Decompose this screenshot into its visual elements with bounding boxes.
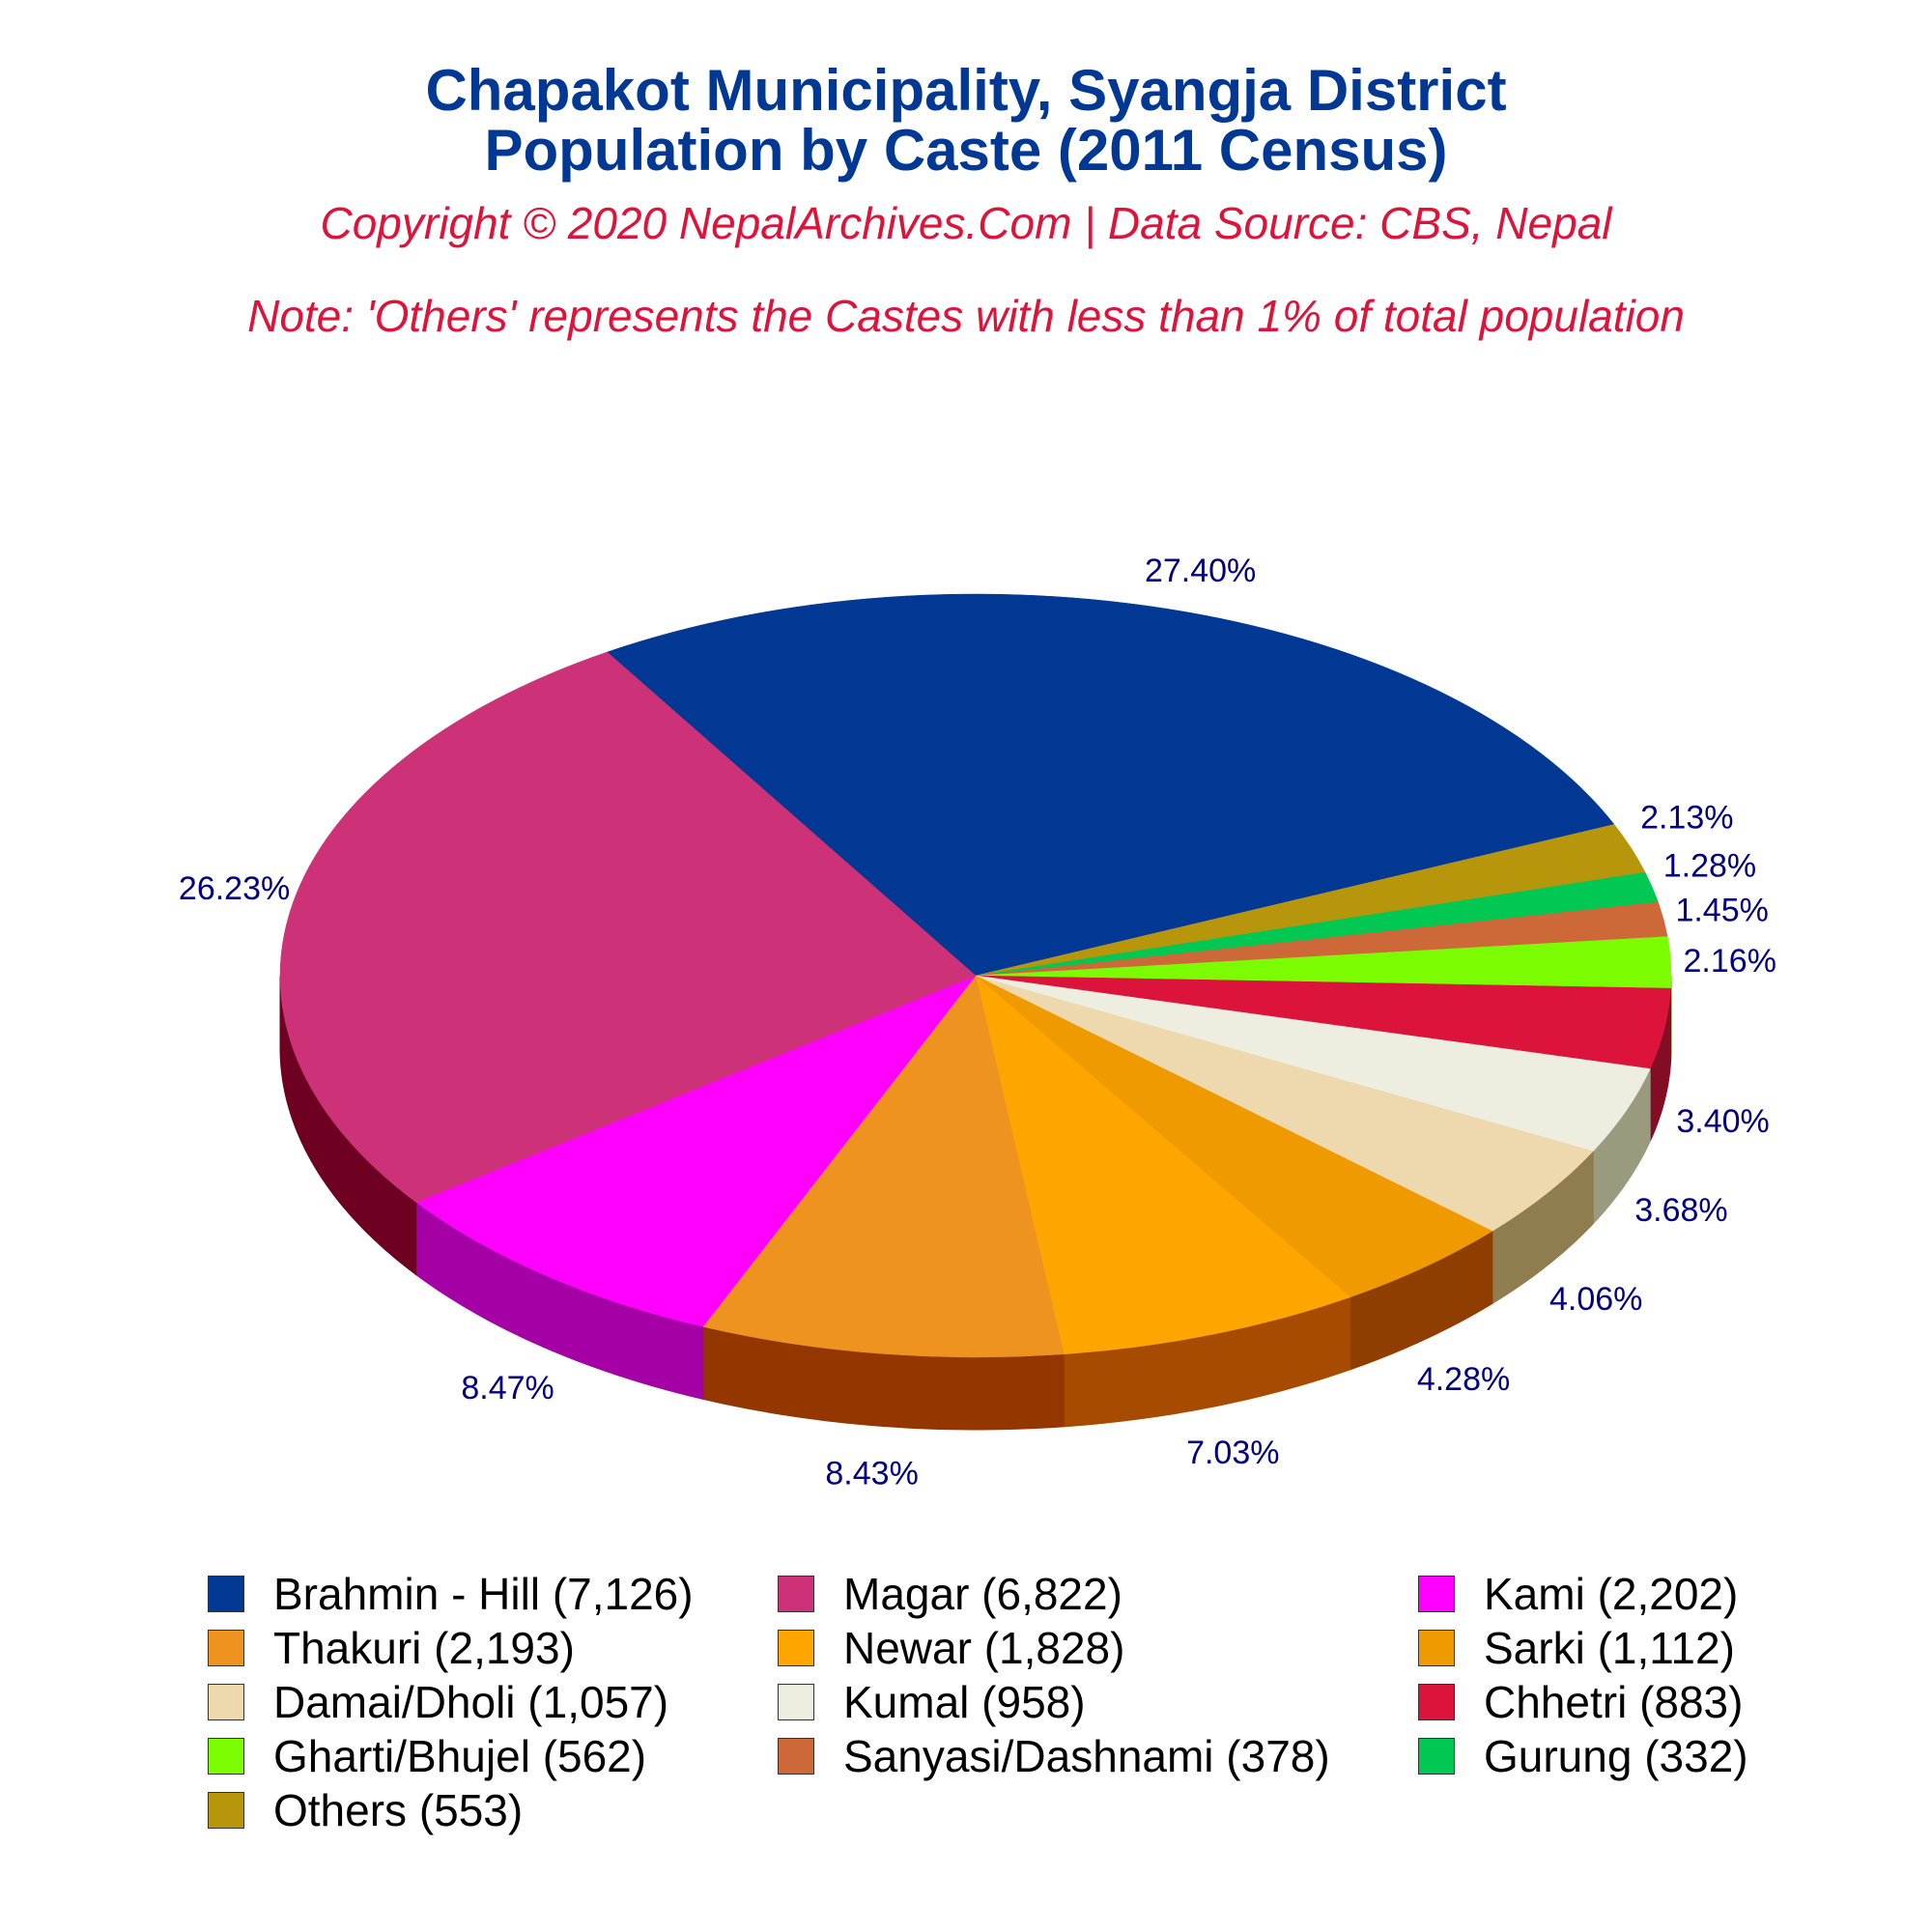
legend-swatch <box>778 1576 814 1612</box>
chart-note: Note: 'Others' represents the Castes wit… <box>247 291 1685 341</box>
legend-label: Magar (6,822) <box>843 1569 1122 1619</box>
legend-label: Newar (1,828) <box>843 1623 1125 1673</box>
legend-swatch <box>778 1684 814 1720</box>
legend-item: Thakuri (2,193) <box>208 1621 575 1675</box>
chart-title-line-1: Chapakot Municipality, Syangja District <box>425 58 1507 123</box>
legend-swatch <box>208 1792 244 1829</box>
legend-item: Kami (2,202) <box>1418 1567 1738 1621</box>
pie-slice-newar <box>975 975 1351 1355</box>
pct-label-magar: 26.23% <box>179 870 290 907</box>
legend-swatch <box>1418 1684 1455 1720</box>
legend-swatch <box>208 1684 244 1720</box>
legend-item: Newar (1,828) <box>778 1621 1124 1675</box>
legend-swatch <box>778 1630 814 1666</box>
legend-swatch <box>208 1630 244 1666</box>
legend-label: Thakuri (2,193) <box>273 1623 575 1673</box>
chart-title-line-2: Population by Caste (2011 Census) <box>484 118 1448 183</box>
pct-label-kami: 8.47% <box>461 1370 554 1406</box>
pie-side-walls <box>279 975 1672 1431</box>
legend-label: Kumal (958) <box>843 1677 1086 1727</box>
legend-label: Sanyasi/Dashnami (378) <box>843 1731 1330 1781</box>
legend-swatch <box>1418 1576 1455 1612</box>
pie-slice-sarki <box>975 975 1493 1298</box>
legend-item: Gurung (332) <box>1418 1729 1748 1783</box>
legend-label: Sarki (1,112) <box>1484 1623 1735 1673</box>
copyright-line: Copyright © 2020 NepalArchives.Com | Dat… <box>320 198 1612 248</box>
pct-label-brahmin-hill: 27.40% <box>1145 553 1256 589</box>
legend-label: Gharti/Bhujel (562) <box>273 1731 647 1781</box>
pie-slice-thakuri <box>702 975 1065 1358</box>
legend-item: Sanyasi/Dashnami (378) <box>778 1729 1330 1783</box>
pie-top-faces <box>279 593 1672 1358</box>
legend-label: Brahmin - Hill (7,126) <box>273 1569 694 1619</box>
legend-item: Brahmin - Hill (7,126) <box>208 1567 694 1621</box>
legend-label: Gurung (332) <box>1484 1731 1748 1781</box>
legend-swatch <box>1418 1738 1455 1775</box>
legend-item: Chhetri (883) <box>1418 1675 1743 1729</box>
pie-slice-brahmin-hill <box>606 593 1615 977</box>
legend-item: Others (553) <box>208 1783 523 1837</box>
pct-label-kumal: 3.68% <box>1634 1192 1727 1229</box>
legend-label: Kami (2,202) <box>1484 1569 1739 1619</box>
pct-label-sanyasi-dashnami: 1.45% <box>1675 893 1768 929</box>
pct-label-thakuri: 8.43% <box>825 1455 918 1492</box>
legend-swatch <box>778 1738 814 1775</box>
legend-swatch <box>1418 1630 1455 1666</box>
pct-label-sarki: 4.28% <box>1417 1361 1510 1398</box>
legend-item: Magar (6,822) <box>778 1567 1122 1621</box>
legend-label: Damai/Dholi (1,057) <box>273 1677 669 1727</box>
pct-label-gharti-bhujel: 2.16% <box>1684 943 1776 980</box>
legend-swatch <box>208 1576 244 1612</box>
legend-item: Sarki (1,112) <box>1418 1621 1735 1675</box>
pct-label-gurung: 1.28% <box>1663 848 1756 885</box>
legend-item: Kumal (958) <box>778 1675 1086 1729</box>
pct-label-newar: 7.03% <box>1186 1435 1279 1471</box>
legend-label: Others (553) <box>273 1785 524 1835</box>
legend-swatch <box>208 1738 244 1775</box>
pct-label-chhetri: 3.40% <box>1676 1103 1769 1140</box>
pct-label-others: 2.13% <box>1640 800 1733 837</box>
pie-slice-magar <box>279 651 977 1203</box>
legend-item: Gharti/Bhujel (562) <box>208 1729 646 1783</box>
pie-labels: 27.40% 2.13% 1.28% 1.45% 2.16% 3.40% 3.68% 4.06… <box>179 553 1776 1492</box>
pct-label-damai-dholi: 4.06% <box>1549 1281 1642 1318</box>
pie-slice-damai-dholi <box>975 975 1594 1232</box>
legend-item: Damai/Dholi (1,057) <box>208 1675 668 1729</box>
legend-label: Chhetri (883) <box>1484 1677 1744 1727</box>
pie-slice-kami <box>415 975 977 1327</box>
